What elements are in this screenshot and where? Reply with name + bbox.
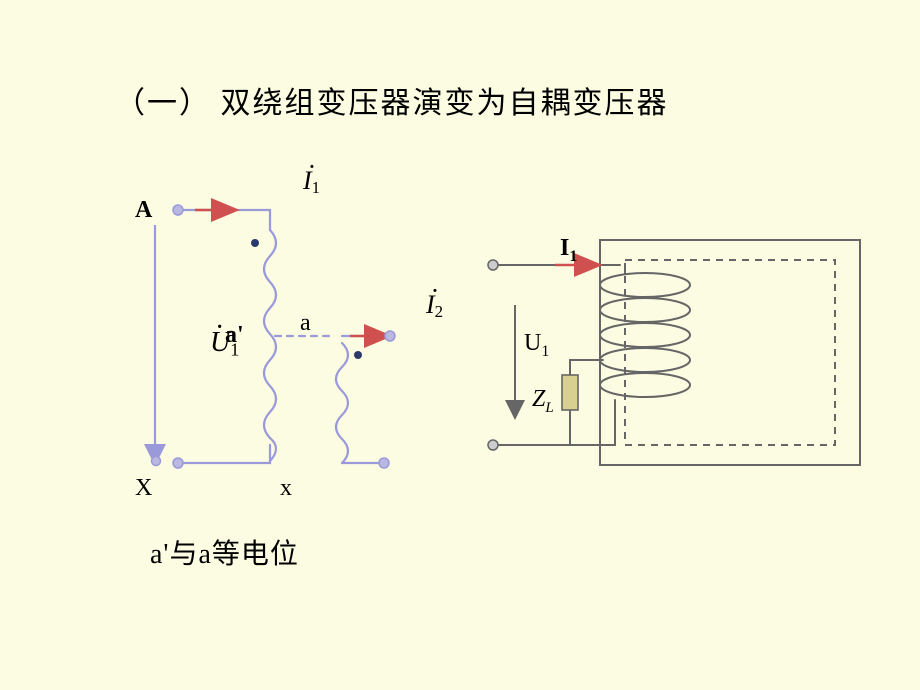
terminal-a <box>385 331 395 341</box>
core-inner <box>625 260 835 445</box>
label-a: a <box>300 310 311 336</box>
label-X: X <box>135 475 152 501</box>
label-U1-right: U1 <box>524 330 549 360</box>
coil-loop <box>600 273 690 297</box>
section-title: （一） 双绕组变压器演变为自耦变压器 <box>115 78 669 122</box>
terminal-in-top <box>488 260 498 270</box>
polarity-dot <box>354 351 362 359</box>
terminal-X <box>173 458 183 468</box>
left-circuit-diagram: A X a' a x <box>100 155 430 515</box>
page-root: （一） 双绕组变压器演变为自耦变压器 <box>0 0 920 690</box>
polarity-dot <box>251 239 259 247</box>
label-A: A <box>135 197 153 223</box>
equipotential-caption: a'与a等电位 <box>150 532 299 572</box>
label-I2: ·I2 <box>426 290 443 322</box>
label-I1: ·I1 <box>303 166 320 198</box>
right-autotransformer-diagram: I1 U1 ZL <box>470 210 870 510</box>
label-U1: ·U1 <box>210 327 239 361</box>
terminal-in-bottom <box>488 440 498 450</box>
label-x: x <box>280 475 292 501</box>
terminal-A <box>173 205 183 215</box>
terminal-x <box>379 458 389 468</box>
label-ZL: ZL <box>532 386 554 416</box>
label-I1-right: I1 <box>560 235 577 265</box>
load-impedance <box>562 375 578 410</box>
